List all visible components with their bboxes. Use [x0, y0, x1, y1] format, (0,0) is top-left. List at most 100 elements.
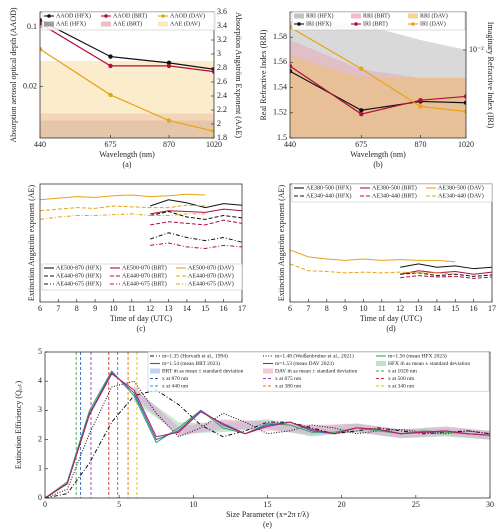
x-tick-label: 10	[109, 304, 117, 313]
series-line	[150, 208, 242, 215]
marker	[211, 69, 214, 74]
legend-label: AE380-500 (HFX)	[306, 184, 352, 191]
legend-label: m=1.54 (mean BRT 2023)	[162, 360, 220, 367]
x-tick-label: 8	[75, 304, 79, 313]
panel: 440 675 870 1020 1.5 1.52 1.54 1.56 1.58 10⁻² Wave…	[259, 11, 495, 169]
x-tick-label: 6	[38, 304, 42, 313]
plot-area	[40, 18, 214, 138]
series-line	[150, 211, 242, 220]
legend-box	[41, 263, 243, 291]
y-tick-label: 1	[38, 464, 42, 473]
x-tick-label: 12	[146, 304, 154, 313]
marker	[463, 109, 466, 114]
legend-label: AAOD (BRT)	[113, 12, 147, 19]
legend-label: x at 1020 nm	[388, 368, 418, 374]
legend-marker	[297, 22, 301, 26]
series-line	[40, 48, 214, 132]
plot-area	[290, 20, 466, 138]
x-tick-label: 14	[433, 304, 441, 313]
series-line	[150, 219, 242, 226]
legend-label: x at 675 nm	[275, 376, 302, 382]
y-tick-label: 3	[38, 405, 42, 414]
legend-label: AE340-440 (DAV)	[438, 192, 484, 199]
marker	[359, 111, 364, 117]
x-tick-label: 15	[201, 304, 209, 313]
panel-caption: (c)	[137, 324, 146, 333]
marker	[359, 108, 364, 113]
x-tick-label: 440	[284, 140, 296, 149]
panel: 0 5 10 15 20 25 30 0 1 2 3 4 5 Size Parameter (x=2π r…	[14, 347, 494, 529]
legend-marker	[411, 22, 415, 26]
y-tick-label: 1.58	[273, 32, 287, 41]
legend-swatch	[150, 368, 160, 374]
series-line	[400, 275, 492, 279]
y-tick-label: 4	[38, 376, 42, 385]
legend-label: m=1.48 (Weißenbruber et al., 2021)	[275, 352, 354, 359]
x-tick-label: 440	[34, 140, 46, 149]
series-line	[150, 232, 242, 243]
y2-tick-label: 10⁻²	[469, 45, 484, 54]
y-tick-label: 0	[38, 493, 42, 502]
y2-tick-label: 2.4	[217, 91, 227, 100]
std-band	[134, 385, 490, 440]
x-tick-label: 0	[43, 500, 47, 509]
y2-axis-label: Imaginary Refractive Index (IRI)	[486, 22, 495, 129]
y2-tick-label: 3	[217, 49, 221, 58]
legend-label: RRI (BRT)	[363, 12, 390, 19]
legend-label: x at 440 nm	[162, 383, 189, 389]
marker	[290, 69, 293, 74]
marker	[359, 66, 364, 71]
y-axis-label: Extinction Angström exponent (AE)	[27, 185, 36, 302]
x-tick-label: 16	[470, 304, 478, 313]
legend-label: IRI (BRT)	[363, 20, 388, 27]
y2-tick-label: 1.8	[217, 133, 227, 142]
x-tick-label: 675	[355, 140, 367, 149]
x-tick-label: 1020	[206, 140, 222, 149]
marker	[108, 92, 113, 98]
legend-label: m=1.35 (Horvath et al., 1994)	[162, 352, 228, 359]
marker	[108, 54, 113, 59]
x-tick-label: 13	[165, 304, 173, 313]
plot-area	[45, 352, 490, 498]
x-tick-label: 15	[264, 500, 272, 509]
y2-tick-label: 2.8	[217, 63, 227, 72]
legend-label: AAE (BRT)	[113, 20, 142, 27]
x-tick-label: 12	[396, 304, 404, 313]
x-tick-label: 9	[343, 304, 347, 313]
y-tick-label: 1.5	[277, 133, 287, 142]
plot-area	[290, 249, 492, 279]
series-line	[40, 22, 214, 73]
legend-label: IRI (DAV)	[420, 20, 446, 27]
legend-label: AAOD (DAV)	[170, 12, 205, 19]
legend: AE500-870 (HFX) AE500-870 (BRT) AE500-870 …	[41, 263, 243, 291]
marker	[211, 129, 214, 134]
legend-swatch	[376, 361, 386, 366]
x-tick-label: 11	[128, 304, 136, 313]
legend-swatch	[101, 21, 111, 27]
y-tick-label: 2	[38, 434, 42, 443]
x-tick-label: 30	[486, 500, 494, 509]
legend-swatch	[351, 13, 361, 19]
marker	[463, 94, 466, 99]
legend-label: RRI (DAV)	[420, 12, 448, 19]
x-axis-label: Wavelength (nm)	[350, 150, 406, 159]
legend-swatch	[408, 13, 418, 19]
marker	[40, 46, 43, 52]
legend-marker	[104, 14, 108, 18]
x-tick-label: 20	[338, 500, 346, 509]
legend-label: AE440-870 (BRT)	[122, 272, 167, 279]
legend: m=1.35 (Horvath et al., 1994) m=1.48 (Wei…	[147, 351, 490, 392]
panel-caption: (b)	[373, 160, 383, 169]
panel: 440 675 870 1020 0.02 0.1 1.8 2 2.2 2.4 2.6 2.8 3 3.2…	[9, 7, 243, 169]
legend: RRI (HFX) RRI (BRT) RRI (DAV) IRI (HFX) IRI …	[291, 11, 466, 31]
legend: AAOD (HFX) AAOD (BRT) AAOD (DAV) AAE (HFX) A…	[41, 11, 216, 31]
y2-tick-label: 3.6	[217, 7, 227, 16]
x-tick-label: 17	[488, 304, 496, 313]
legend-swatch	[158, 21, 168, 27]
legend-label: DAV m̄ as mean ± standard deviation	[275, 368, 357, 374]
legend-box	[291, 11, 466, 31]
x-tick-label: 8	[325, 304, 329, 313]
legend-label: x at 500 nm	[388, 376, 415, 382]
x-tick-label: 6	[288, 304, 292, 313]
legend-label: AAE (DAV)	[170, 20, 200, 27]
